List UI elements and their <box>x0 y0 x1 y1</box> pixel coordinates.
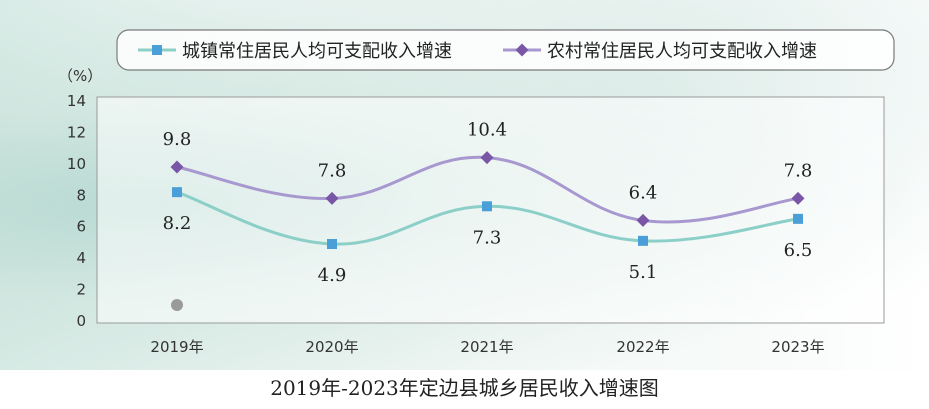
data-point <box>327 239 337 249</box>
legend-label: 农村常住居民人均可支配收入增速 <box>547 41 817 62</box>
data-label: 4.9 <box>318 265 347 286</box>
x-axis: 2019年 2020年 2021年 2022年 2023年 <box>150 338 824 356</box>
decorative-dot <box>171 299 183 311</box>
series: 8.2 4.9 7.3 5.1 6.5 9.8 7.8 10.4 6.4 7.8 <box>163 120 813 286</box>
y-axis: 0 2 4 6 8 10 12 14 <box>67 92 86 330</box>
x-tick-label: 2021年 <box>460 338 513 356</box>
data-point <box>172 187 182 198</box>
legend-marker <box>515 43 529 57</box>
data-label: 6.5 <box>784 240 813 261</box>
series-2: 9.8 7.8 10.4 6.4 7.8 <box>163 120 813 227</box>
data-label: 7.3 <box>473 227 502 248</box>
y-tick-label: 0 <box>76 312 86 330</box>
data-label: 9.8 <box>163 129 192 150</box>
y-tick-label: 6 <box>76 218 86 236</box>
legend-marker <box>152 45 162 55</box>
data-label: 6.4 <box>629 182 658 203</box>
x-tick-label: 2019年 <box>150 338 203 356</box>
y-tick-label: 2 <box>76 281 86 299</box>
series-1: 8.2 4.9 7.3 5.1 6.5 <box>163 187 813 286</box>
data-point <box>791 191 805 205</box>
data-label: 7.8 <box>784 160 813 181</box>
data-point <box>638 235 648 246</box>
chart-title: 2019年-2023年定边县城乡居民收入增速图 <box>270 376 659 400</box>
y-tick-label: 4 <box>76 249 86 267</box>
x-tick-label: 2020年 <box>305 338 358 356</box>
x-tick-label: 2022年 <box>616 338 669 356</box>
y-tick-label: 8 <box>76 186 86 204</box>
legend-item-1: 城镇常住居民人均可支配收入增速 <box>138 41 452 62</box>
data-label: 5.1 <box>629 262 658 283</box>
data-point <box>636 213 650 227</box>
data-label: 7.8 <box>318 160 347 181</box>
x-tick-label: 2023年 <box>771 338 824 356</box>
y-tick-label: 10 <box>67 155 86 173</box>
data-point <box>793 213 803 224</box>
data-label: 10.4 <box>467 120 507 141</box>
data-point <box>170 160 184 174</box>
data-label: 8.2 <box>163 213 192 234</box>
data-point <box>482 201 492 212</box>
legend-item-2: 农村常住居民人均可支配收入增速 <box>503 41 817 62</box>
legend: 城镇常住居民人均可支配收入增速 农村常住居民人均可支配收入增速 <box>138 41 817 62</box>
y-unit-label: （%） <box>58 67 102 85</box>
data-point <box>325 191 339 205</box>
y-tick-label: 14 <box>67 92 86 110</box>
legend-label: 城镇常住居民人均可支配收入增速 <box>182 41 452 62</box>
y-tick-label: 12 <box>67 123 86 141</box>
chart: 城镇常住居民人均可支配收入增速 农村常住居民人均可支配收入增速 （%） 0 2 4 6 8… <box>58 29 895 356</box>
data-point <box>480 151 494 165</box>
